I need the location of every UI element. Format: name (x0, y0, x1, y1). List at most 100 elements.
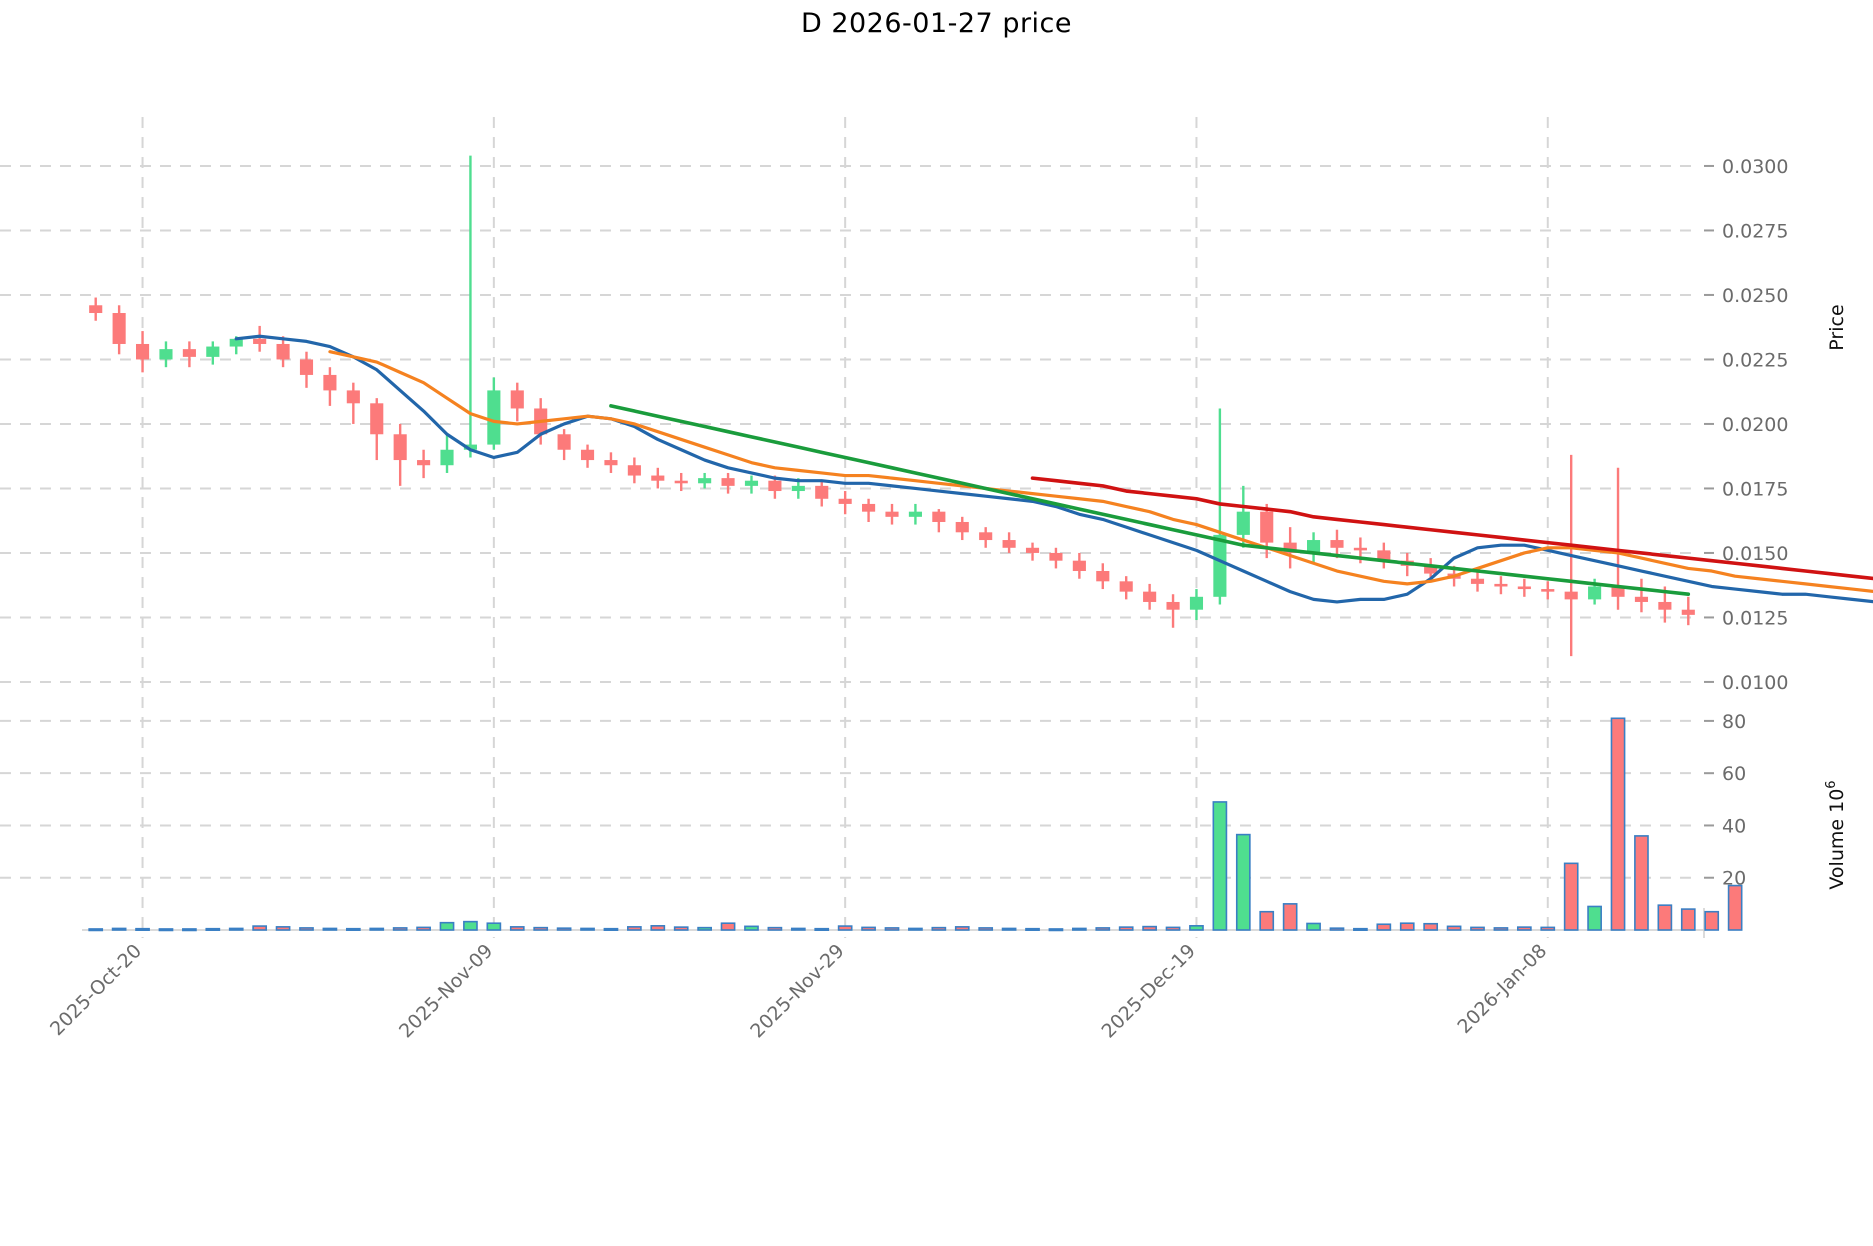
price-tick-label: 0.0200 (1722, 414, 1788, 436)
candle-body (604, 460, 618, 466)
volume-tick-label: 40 (1722, 815, 1746, 837)
volume-tick-label: 60 (1722, 763, 1746, 785)
candle-body (1564, 591, 1578, 600)
volume-bar (580, 927, 595, 931)
candle-body (1377, 550, 1391, 561)
volume-bar (1142, 925, 1157, 931)
price-tick-label: 0.0250 (1722, 285, 1788, 307)
candle-body (1072, 560, 1086, 572)
volume-bar (931, 926, 947, 931)
volume-bar (1118, 926, 1134, 931)
candle-body (229, 338, 243, 347)
candle-body (370, 403, 384, 435)
volume-bar (861, 926, 876, 931)
candle-body (253, 338, 267, 344)
volume-bar (790, 927, 806, 931)
candle-body (1330, 540, 1344, 548)
volume-bar (1282, 903, 1298, 931)
candle-body (627, 465, 641, 476)
candle-body (487, 390, 501, 445)
candle-body (1189, 596, 1204, 610)
axis-titles: Price Volume 106 (1824, 304, 1848, 889)
candle-body (1283, 542, 1297, 553)
candle-body (1541, 589, 1555, 592)
volume-bar (814, 927, 830, 931)
volume-bar (392, 927, 408, 931)
candle-body (89, 305, 103, 314)
volume-bar (299, 927, 314, 931)
candle-body (651, 475, 665, 481)
candle-body (299, 359, 314, 375)
candle-body (440, 449, 454, 466)
volume-bar (345, 927, 361, 931)
volume-bar (1353, 927, 1368, 931)
volume-bar (228, 927, 244, 931)
volume-bar (627, 926, 642, 931)
price-tick-label: 0.0100 (1722, 672, 1788, 694)
candle-body (1353, 547, 1367, 551)
candle-body (768, 480, 782, 492)
price-tick-label: 0.0300 (1722, 156, 1788, 178)
moving-average-layer (234, 334, 1873, 604)
volume-bar (1516, 926, 1532, 931)
ma-mid-orange-line (328, 350, 1873, 593)
date-tick-label: 2025-Dec-19 (1097, 940, 1200, 1043)
volume-bar (1563, 862, 1579, 931)
candle-body (580, 449, 595, 461)
volume-bar (182, 928, 197, 932)
candle-body (393, 434, 407, 461)
volume-bar (1704, 910, 1720, 931)
ma-longest-red-line (1030, 476, 1873, 581)
volume-bar (1072, 927, 1087, 931)
volume-bar (1235, 833, 1251, 931)
volume-bar (1680, 908, 1696, 931)
price-tick-label: 0.0175 (1722, 478, 1788, 500)
volume-bar (697, 926, 712, 931)
volume-bar (1634, 835, 1649, 931)
volume-bar (1493, 927, 1509, 931)
candle-body (979, 532, 993, 541)
candle-body (1002, 540, 1016, 548)
volume-bar (978, 927, 994, 931)
volume-axis-ticks: 80 60 40 20 (1704, 711, 1746, 890)
volume-bar (111, 927, 127, 931)
candle-body (674, 480, 688, 484)
volume-bar (954, 926, 970, 931)
volume-bar (416, 926, 431, 931)
date-tick-label: 2025-Nov-29 (746, 940, 848, 1042)
date-tick-label: 2026-Jan-08 (1453, 940, 1551, 1038)
volume-bar (1189, 925, 1204, 931)
volume-bar (158, 928, 174, 932)
volume-axis-title-group: Volume 106 (1824, 780, 1848, 889)
volume-bar (135, 927, 150, 931)
candle-body (1517, 586, 1531, 590)
volume-bars-layer (88, 717, 1743, 932)
date-tick-group: 2025-Nov-09 (395, 940, 497, 1042)
candle-body (135, 343, 150, 360)
volume-bar (1727, 884, 1743, 931)
candle-body (276, 343, 290, 360)
volume-axis-title: Volume 106 (1824, 780, 1848, 889)
candle-body (417, 460, 431, 466)
volume-bar (908, 927, 923, 931)
volume-bar (1095, 927, 1111, 931)
candle-body (744, 480, 759, 486)
volume-bar (1423, 922, 1439, 931)
candle-body (955, 521, 969, 533)
candle-body (206, 346, 220, 357)
candle-body (510, 390, 524, 409)
candle-body (1260, 511, 1274, 543)
candle-body (1658, 601, 1672, 610)
volume-bar (1212, 801, 1228, 931)
volume-bar (1587, 905, 1602, 931)
ma-long-green-line (609, 404, 1691, 597)
date-tick-label: 2025-Oct-20 (46, 940, 146, 1040)
volume-bar (486, 922, 502, 931)
candle-body (1166, 601, 1180, 610)
volume-bar (369, 927, 385, 931)
date-tick-group: 2025-Dec-19 (1097, 940, 1200, 1043)
volume-bar (744, 925, 759, 931)
volume-tick-label: 20 (1722, 868, 1746, 890)
volume-bar (1540, 926, 1556, 931)
